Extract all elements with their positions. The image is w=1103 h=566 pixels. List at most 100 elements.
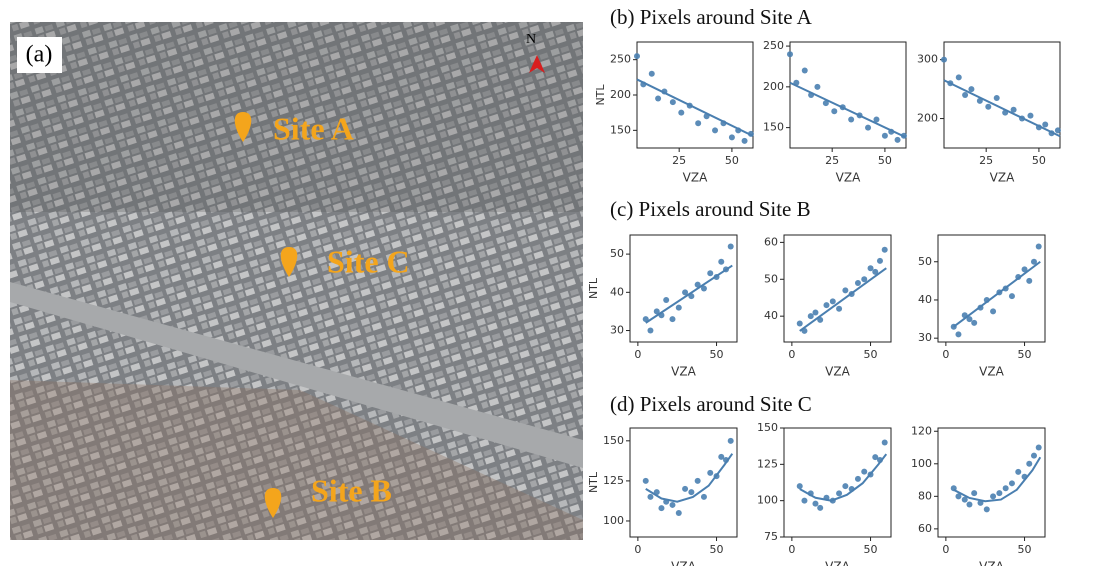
x-axis-label: VZA bbox=[671, 560, 696, 566]
y-axis-label: NTL bbox=[587, 277, 600, 299]
point bbox=[966, 501, 972, 507]
y-tick-label: 30 bbox=[610, 324, 624, 337]
point bbox=[1009, 480, 1015, 486]
y-tick-label: 250 bbox=[763, 39, 784, 52]
point bbox=[955, 331, 961, 337]
point bbox=[1042, 121, 1048, 127]
x-tick-label: 0 bbox=[788, 348, 795, 361]
plot-frame bbox=[784, 428, 891, 537]
point bbox=[1055, 127, 1061, 133]
point bbox=[895, 137, 901, 143]
y-tick-label: 30 bbox=[918, 331, 932, 344]
point bbox=[707, 270, 713, 276]
y-tick-label: 50 bbox=[918, 255, 932, 268]
x-tick-label: 0 bbox=[634, 543, 641, 556]
point bbox=[868, 265, 874, 271]
point bbox=[994, 95, 1000, 101]
point bbox=[797, 483, 803, 489]
x-tick-label: 25 bbox=[979, 154, 993, 167]
point bbox=[649, 71, 655, 77]
x-tick-label: 0 bbox=[788, 543, 795, 556]
point bbox=[1003, 485, 1009, 491]
point bbox=[676, 510, 682, 516]
y-tick-label: 60 bbox=[918, 522, 932, 535]
point bbox=[996, 490, 1002, 496]
point bbox=[877, 258, 883, 264]
y-tick-label: 100 bbox=[757, 494, 778, 507]
point bbox=[831, 108, 837, 114]
point bbox=[1026, 461, 1032, 467]
plot-frame bbox=[630, 235, 737, 342]
x-tick-label: 25 bbox=[672, 154, 686, 167]
y-tick-label: 125 bbox=[757, 457, 778, 470]
point bbox=[823, 302, 829, 308]
plot-frame bbox=[944, 42, 1060, 148]
point bbox=[842, 287, 848, 293]
point bbox=[1027, 113, 1033, 119]
y-tick-label: 100 bbox=[603, 514, 624, 527]
x-axis-label: VZA bbox=[990, 171, 1015, 185]
y-axis-label: NTL bbox=[594, 84, 607, 106]
point bbox=[861, 469, 867, 475]
north-label: N bbox=[526, 32, 536, 47]
y-tick-label: 80 bbox=[918, 489, 932, 502]
panel-label: (a) bbox=[26, 42, 53, 68]
plot-frame bbox=[938, 428, 1045, 537]
point bbox=[814, 84, 820, 90]
y-tick-label: 150 bbox=[763, 121, 784, 134]
y-tick-label: 200 bbox=[917, 112, 938, 125]
x-tick-label: 50 bbox=[1032, 154, 1046, 167]
x-axis-label: VZA bbox=[979, 365, 1004, 379]
point bbox=[1036, 243, 1042, 249]
point bbox=[682, 486, 688, 492]
point bbox=[701, 494, 707, 500]
x-tick-label: 50 bbox=[1018, 348, 1032, 361]
point bbox=[941, 57, 947, 63]
point bbox=[658, 505, 664, 511]
point bbox=[962, 92, 968, 98]
point bbox=[861, 276, 867, 282]
y-tick-label: 75 bbox=[764, 530, 778, 543]
y-tick-label: 40 bbox=[610, 285, 624, 298]
point bbox=[801, 498, 807, 504]
point bbox=[855, 476, 861, 482]
point bbox=[707, 470, 713, 476]
point bbox=[882, 133, 888, 139]
point bbox=[663, 297, 669, 303]
y-tick-label: 50 bbox=[764, 272, 778, 285]
point bbox=[712, 127, 718, 133]
x-tick-label: 50 bbox=[864, 543, 878, 556]
y-tick-label: 150 bbox=[757, 421, 778, 434]
point bbox=[985, 104, 991, 110]
x-axis-label: VZA bbox=[836, 171, 861, 185]
point bbox=[830, 298, 836, 304]
point bbox=[676, 305, 682, 311]
point bbox=[655, 96, 661, 102]
point bbox=[669, 316, 675, 322]
x-axis-label: VZA bbox=[683, 171, 708, 185]
point bbox=[729, 134, 735, 140]
point bbox=[1026, 278, 1032, 284]
site-label: Site B bbox=[311, 472, 392, 508]
point bbox=[787, 51, 793, 57]
point bbox=[647, 328, 653, 334]
y-tick-label: 40 bbox=[764, 309, 778, 322]
site-label: Site A bbox=[273, 110, 354, 146]
point bbox=[812, 501, 818, 507]
x-axis-label: VZA bbox=[979, 560, 1004, 566]
y-tick-label: 100 bbox=[911, 457, 932, 470]
y-axis-label: NTL bbox=[587, 471, 600, 493]
point bbox=[971, 490, 977, 496]
y-tick-label: 150 bbox=[610, 123, 631, 136]
point bbox=[971, 320, 977, 326]
point bbox=[728, 243, 734, 249]
point bbox=[695, 478, 701, 484]
point bbox=[797, 321, 803, 327]
x-tick-label: 50 bbox=[710, 348, 724, 361]
point bbox=[647, 494, 653, 500]
y-tick-label: 125 bbox=[603, 474, 624, 487]
point bbox=[1015, 469, 1021, 475]
point bbox=[802, 68, 808, 74]
point bbox=[670, 99, 676, 105]
x-axis-label: VZA bbox=[671, 365, 696, 379]
